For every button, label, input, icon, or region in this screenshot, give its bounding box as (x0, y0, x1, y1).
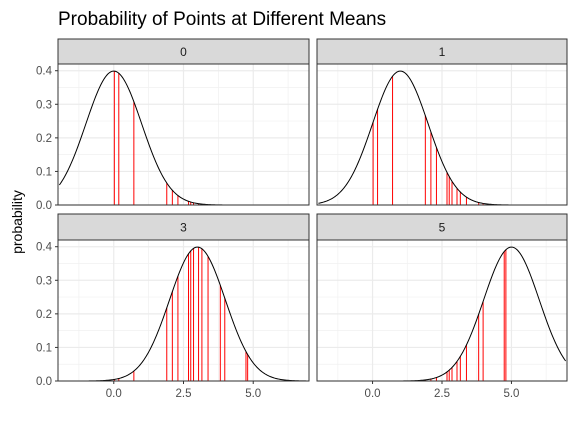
y-tick-label: 0.1 (36, 342, 52, 354)
facet-panel-1: 1 (316, 38, 568, 206)
facet-panel-3: 3 0.0 0.1 0.2 0.3 0.4 0.0 2.5 5.0 (36, 213, 310, 400)
y-tick-label: 0.2 (36, 133, 52, 145)
y-tick-label: 0.3 (36, 275, 52, 287)
facet-panel-5: 5 0.0 2.5 5.0 (316, 213, 568, 400)
facet-panel-0: 0 0.0 0.1 0.2 0.3 0.4 (36, 38, 310, 212)
facet-strip-label: 0 (180, 45, 187, 59)
facet-strip (57, 38, 310, 65)
facet-strip (316, 38, 568, 65)
facet-strip (316, 213, 568, 241)
y-tick-label: 0.4 (36, 242, 53, 254)
facet-strip-label: 1 (439, 45, 446, 59)
x-tick-label: 5.0 (245, 388, 261, 400)
x-tick-label: 2.5 (176, 388, 192, 400)
y-tick-label: 0.0 (36, 200, 52, 212)
chart-title: Probability of Points at Different Means (58, 9, 386, 30)
y-tick-label: 0.3 (36, 99, 52, 111)
facet-strip (57, 213, 310, 241)
y-tick-label: 0.0 (36, 376, 52, 388)
x-tick-label: 5.0 (503, 388, 519, 400)
x-tick-label: 2.5 (434, 388, 450, 400)
y-tick-label: 0.2 (36, 309, 52, 321)
facet-strip-label: 5 (439, 221, 446, 235)
facet-strip-label: 3 (180, 221, 187, 235)
x-tick-label: 0.0 (106, 388, 122, 400)
y-tick-label: 0.4 (36, 66, 53, 78)
y-axis-label: probability (9, 190, 25, 254)
x-tick-label: 0.0 (365, 388, 381, 400)
y-tick-label: 0.1 (36, 166, 52, 178)
